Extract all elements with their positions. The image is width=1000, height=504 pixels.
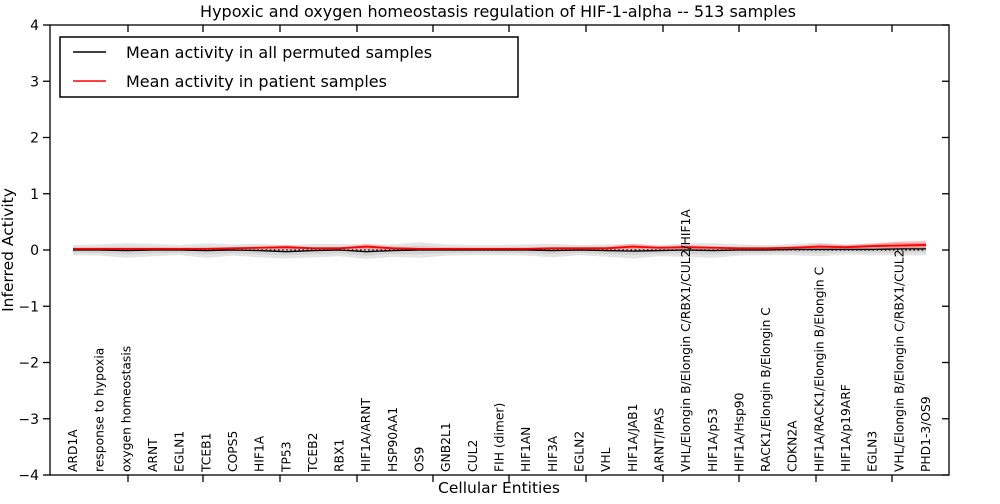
x-category-label: FIH (dimer) [493, 403, 507, 472]
x-category-label: EGLN1 [173, 431, 187, 472]
x-category-label: EGLN2 [572, 431, 586, 472]
x-category-label: CUL2 [466, 440, 480, 472]
patient-mean-line [73, 244, 927, 250]
x-category-label: HIF1A [253, 435, 267, 472]
x-category-label: OS9 [413, 447, 427, 472]
x-category-label: HIF1A/RACK1/Elongin B/Elongin C [812, 267, 826, 472]
plot-border [49, 24, 950, 476]
x-category-label: HIF1AN [519, 427, 533, 472]
x-category-label: HIF1A/p53 [706, 408, 720, 472]
legend-patient-label: Mean activity in patient samples [126, 72, 387, 91]
x-category-label: CDKN2A [786, 420, 800, 472]
y-tick-label: −4 [18, 468, 39, 484]
x-category-label: HIF1A/p19ARF [839, 384, 853, 472]
y-tick-label: −2 [18, 356, 39, 372]
legend-box [59, 36, 519, 98]
x-category-label: ARNT [146, 438, 160, 472]
x-category-label: VHL/Elongin B/Elongin C/RBX1/CUL2 [892, 250, 906, 472]
legend-permuted-label: Mean activity in all permuted samples [126, 43, 432, 62]
legend: Mean activity in all permuted samples Me… [59, 36, 519, 98]
x-category-label: HIF3A [546, 435, 560, 472]
y-axis-label: Inferred Activity [0, 188, 17, 312]
x-category-label: COPS5 [226, 431, 240, 472]
x-category-label: GNB2L1 [439, 422, 453, 472]
permuted-mean-line [73, 248, 926, 253]
x-category-label: VHL/Elongin B/Elongin C/RBX1/CUL2/HIF1A [679, 209, 693, 472]
x-category-label: response to hypoxia [93, 348, 107, 472]
x-axis-label: Cellular Entities [438, 479, 560, 497]
x-category-label: oxygen homeostasis [119, 346, 133, 472]
x-category-label: HIF1A/ARNT [359, 398, 373, 472]
chart-title: Hypoxic and oxygen homeostasis regulatio… [200, 2, 796, 21]
series-lines [73, 244, 927, 253]
y-tick-label: 2 [30, 131, 39, 147]
y-tick-label: −3 [18, 412, 39, 428]
x-category-label: RBX1 [333, 439, 347, 472]
x-category-label: EGLN3 [866, 431, 880, 472]
x-category-label: TCEB2 [306, 433, 320, 473]
x-category-label: ARNT/IPAS [652, 408, 666, 472]
axis-tick-labels: 4 3 2 1 0 −1 −2 −3 −4 [18, 18, 39, 484]
x-category-label: HSP90AA1 [386, 407, 400, 472]
y-tick-label: 1 [30, 187, 39, 203]
y-tick-label: 4 [30, 18, 39, 34]
x-category-labels: ARD1A response to hypoxia oxygen homeostas… [66, 209, 933, 473]
x-category-label: HIF1A/Hsp90 [732, 393, 746, 472]
x-category-label: VHL [599, 447, 613, 472]
x-category-label: HIF1A/JAB1 [626, 404, 640, 472]
x-category-label: RACK1/Elongin B/Elongin C [759, 307, 773, 472]
x-category-label: TP53 [279, 441, 293, 473]
x-category-label: PHD1-3/OS9 [919, 396, 933, 472]
x-category-label: TCEB1 [199, 433, 213, 473]
y-tick-label: −1 [18, 299, 39, 315]
y-tick-label: 0 [30, 243, 39, 259]
x-category-label: ARD1A [66, 429, 80, 472]
y-tick-label: 3 [30, 74, 39, 90]
